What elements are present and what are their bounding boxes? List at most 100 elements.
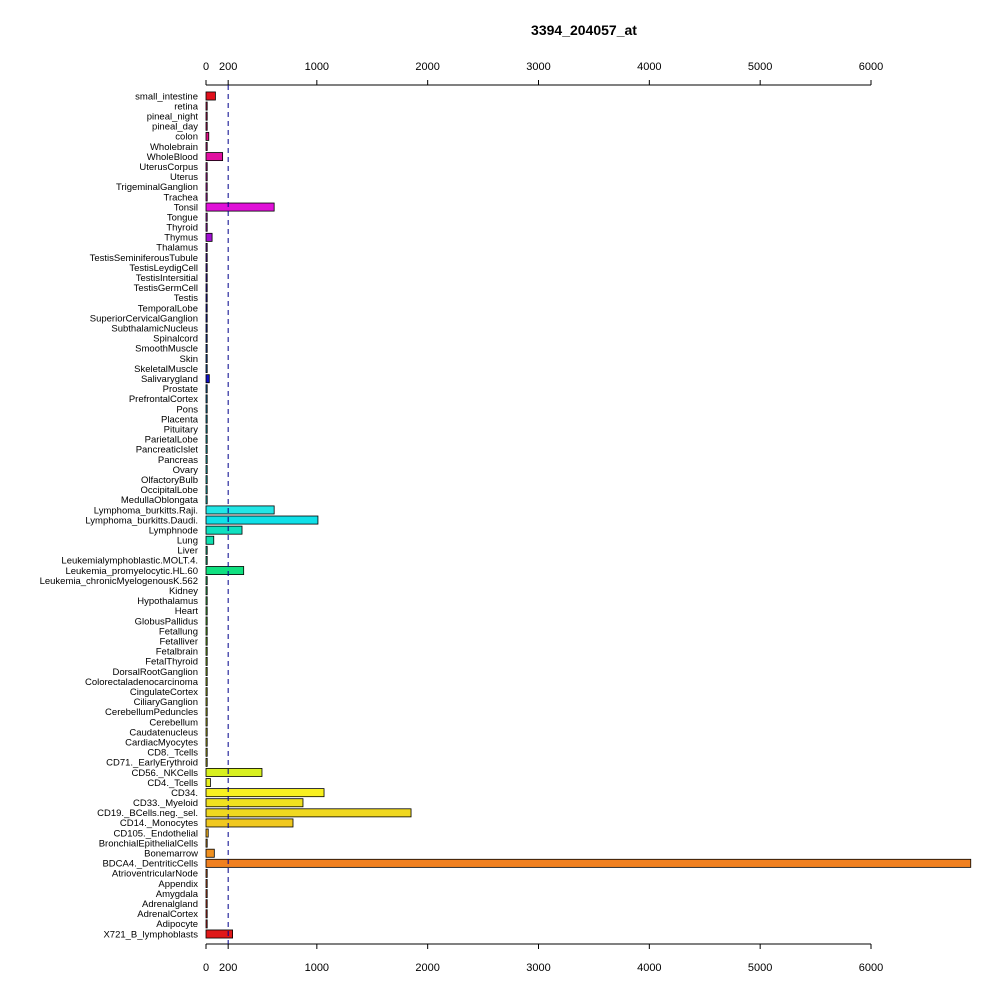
bar — [205, 606, 208, 616]
category-label: Caudatenucleus — [129, 727, 198, 738]
category-label: TestisGermCell — [134, 283, 198, 294]
bar — [205, 656, 208, 666]
category-label: BDCA4._DentriticCells — [102, 859, 198, 870]
bar — [205, 555, 208, 565]
category-label: Liver — [177, 546, 198, 557]
bar — [205, 626, 208, 636]
bar — [205, 535, 215, 545]
category-label: PrefrontalCortex — [129, 394, 198, 405]
category-label: Fetalbrain — [156, 647, 198, 658]
bar — [205, 172, 208, 182]
category-label: Tongue — [167, 212, 198, 223]
category-label: Leukemialymphoblastic.MOLT.4. — [61, 556, 198, 567]
category-label: AtrioventricularNode — [112, 869, 198, 880]
bottom-tick-label: 5000 — [748, 962, 772, 974]
bar — [205, 747, 208, 757]
category-label: Pituitary — [164, 424, 199, 435]
bar — [205, 879, 208, 888]
category-label: Appendix — [158, 879, 198, 890]
category-label: CD71._EarlyErythroid — [106, 758, 198, 769]
category-label: CiliaryGanglion — [134, 697, 198, 708]
category-label: Thyroid — [166, 223, 198, 234]
category-label: GlobusPallidus — [135, 616, 199, 627]
bar — [205, 465, 208, 475]
category-label: X721_B_lymphoblasts — [103, 929, 198, 940]
category-label: CingulateCortex — [130, 687, 198, 698]
bar — [205, 455, 208, 464]
category-label: Fetalliver — [159, 637, 198, 648]
bar — [205, 757, 208, 767]
bar — [205, 868, 208, 878]
bar — [205, 444, 208, 454]
bar — [205, 364, 208, 374]
category-label: SmoothMuscle — [135, 344, 198, 355]
bar — [205, 374, 210, 384]
bar — [205, 202, 275, 212]
category-label: pineal_night — [147, 111, 199, 122]
bars — [205, 91, 972, 939]
category-label: Kidney — [169, 586, 198, 597]
bar — [205, 182, 208, 192]
category-label: Skin — [180, 354, 198, 365]
category-label: Amygdala — [156, 889, 199, 900]
category-label: Cerebellum — [149, 717, 198, 728]
bar — [205, 131, 210, 141]
bottom-tick-label: 200 — [219, 962, 237, 974]
top-tick-label: 200 — [219, 61, 237, 73]
bar — [205, 283, 208, 293]
bar — [205, 838, 208, 848]
bar — [205, 404, 208, 414]
category-labels: small_intestineretinapineal_nightpineal_… — [40, 91, 199, 940]
category-label: ParietalLobe — [145, 435, 198, 446]
category-label: CD33._Myeloid — [133, 798, 198, 809]
bar — [205, 91, 216, 101]
bar — [205, 434, 208, 444]
category-label: OccipitalLobe — [140, 485, 198, 496]
bar — [205, 899, 208, 909]
bar — [205, 424, 208, 434]
category-label: Thalamus — [156, 243, 198, 254]
category-label: Leukemia_chronicMyelogenousK.562 — [40, 576, 198, 587]
bar — [205, 515, 319, 525]
category-label: Placenta — [161, 414, 199, 425]
category-label: Wholebrain — [150, 142, 198, 153]
bar — [205, 576, 208, 586]
category-label: small_intestine — [135, 91, 198, 102]
top-tick-label: 2000 — [415, 61, 439, 73]
category-label: TrigeminalGanglion — [116, 182, 198, 193]
bar — [205, 243, 208, 252]
category-label: Lymphnode — [149, 525, 198, 536]
category-label: TestisSeminiferousTubule — [90, 253, 198, 264]
bar — [205, 495, 208, 505]
bottom-tick-label: 0 — [203, 962, 209, 974]
bar — [205, 384, 208, 394]
bar — [205, 677, 208, 687]
category-label: Ovary — [173, 465, 199, 476]
bar — [205, 263, 208, 273]
x-axis-top: 0 200 1000 2000 3000 4000 5000 6000 — [203, 61, 883, 86]
bar — [205, 162, 208, 172]
category-label: Bonemarrow — [144, 849, 198, 860]
category-label: Leukemia_promyelocytic.HL.60 — [65, 566, 198, 577]
category-label: CD14._Monocytes — [120, 818, 198, 829]
bar — [205, 192, 208, 202]
bar — [205, 414, 208, 424]
category-label: FetalThyroid — [145, 657, 198, 668]
category-label: CD105._Endothelial — [113, 828, 198, 839]
category-label: MedullaOblongata — [121, 495, 199, 506]
bar — [205, 293, 208, 303]
category-label: Prostate — [163, 384, 198, 395]
bar — [205, 687, 208, 697]
bar — [205, 152, 224, 162]
category-label: AdrenalCortex — [137, 909, 198, 920]
bar — [205, 697, 208, 707]
category-label: Adipocyte — [156, 919, 198, 930]
bar — [205, 222, 208, 232]
category-label: CardiacMyocytes — [125, 737, 198, 748]
category-label: SuperiorCervicalGanglion — [90, 313, 198, 324]
bar — [205, 394, 208, 404]
bar — [205, 727, 208, 737]
category-label: BronchialEpithelialCells — [99, 838, 199, 849]
bar — [205, 768, 263, 777]
